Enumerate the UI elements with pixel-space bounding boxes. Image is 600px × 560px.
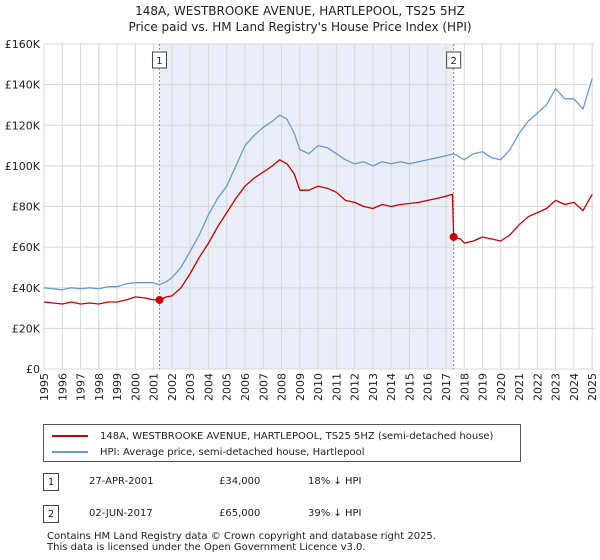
sale-number-badge: 2	[43, 505, 59, 523]
sale-number-badge: 1	[43, 473, 59, 491]
x-tick-label: 2001	[148, 373, 161, 401]
x-tick-label: 2021	[513, 373, 526, 401]
x-tick-label: 2018	[458, 373, 471, 401]
sale-price: £65,000	[219, 508, 261, 519]
x-tick-label: 2006	[239, 373, 252, 401]
x-tick-label: 2005	[221, 373, 234, 401]
x-tick-label: 2000	[129, 373, 142, 401]
x-tick-label: 2022	[531, 373, 544, 401]
x-tick-label: 2010	[312, 373, 325, 401]
chart-legend: 148A, WESTBROOKE AVENUE, HARTLEPOOL, TS2…	[43, 424, 521, 462]
y-tick-label: £60K	[12, 241, 41, 254]
sale-hpi-difference: 39% ↓ HPI	[308, 508, 362, 519]
sale-point	[155, 295, 164, 304]
sale-marker-box	[446, 51, 462, 69]
footer-attribution: Contains HM Land Registry data © Crown c…	[47, 531, 436, 553]
x-tick-label: 1996	[56, 373, 69, 401]
legend-swatch-property	[52, 435, 88, 437]
y-tick-label: £80K	[12, 201, 41, 214]
y-tick-label: £160K	[5, 38, 41, 51]
sale-marker-label: 1	[156, 56, 162, 67]
x-tick-label: 2008	[276, 373, 289, 401]
x-tick-label: 2003	[184, 373, 197, 401]
x-tick-label: 2014	[385, 373, 398, 401]
y-tick-label: £120K	[5, 119, 41, 132]
x-tick-label: 2020	[495, 373, 508, 401]
sale-marker-box	[151, 51, 167, 69]
x-tick-label: 2024	[568, 373, 581, 401]
legend-label-property: 148A, WESTBROOKE AVENUE, HARTLEPOOL, TS2…	[100, 430, 494, 442]
legend-label-hpi: HPI: Average price, semi-detached house,…	[100, 446, 365, 458]
x-tick-label: 2016	[422, 373, 435, 401]
footer-copyright: Contains HM Land Registry data © Crown c…	[47, 531, 436, 542]
sale-price: £34,000	[219, 476, 261, 487]
x-tick-label: 2002	[166, 373, 179, 401]
y-tick-label: £40K	[12, 282, 41, 295]
legend-item-property: 148A, WESTBROOKE AVENUE, HARTLEPOOL, TS2…	[52, 428, 493, 444]
series-line-hpi	[43, 78, 593, 291]
legend-item-hpi: HPI: Average price, semi-detached house,…	[52, 444, 365, 460]
x-tick-label: 2019	[477, 373, 490, 401]
sale-hpi-difference: 18% ↓ HPI	[308, 476, 362, 487]
x-tick-label: 2015	[403, 373, 416, 401]
x-tick-label: 1999	[111, 373, 124, 401]
x-tick-label: 2025	[586, 373, 599, 401]
y-tick-label: £100K	[5, 160, 41, 173]
x-tick-label: 1995	[38, 373, 51, 401]
sale-point	[449, 232, 458, 241]
chart-title: 148A, WESTBROOKE AVENUE, HARTLEPOOL, TS2…	[135, 4, 465, 18]
footer-licence: This data is licensed under the Open Gov…	[47, 542, 366, 553]
x-tick-label: 2011	[330, 373, 343, 401]
sale-marker-label: 2	[450, 56, 456, 67]
x-tick-label: 2007	[257, 373, 270, 401]
x-tick-label: 2009	[294, 373, 307, 401]
y-tick-label: £20K	[12, 322, 41, 335]
series-line-property	[43, 159, 593, 305]
x-tick-label: 1997	[75, 373, 88, 401]
x-tick-label: 2013	[367, 373, 380, 401]
x-tick-label: 2012	[349, 373, 362, 401]
y-tick-label: £0	[26, 363, 40, 376]
y-tick-label: £140K	[5, 79, 41, 92]
sale-row: 2 02-JUN-2017 £65,000 39% ↓ HPI	[43, 505, 443, 525]
x-tick-label: 2023	[550, 373, 563, 401]
legend-swatch-hpi	[52, 451, 88, 453]
sale-date: 27-APR-2001	[89, 476, 154, 487]
x-tick-label: 2017	[440, 373, 453, 401]
chart-subtitle: Price paid vs. HM Land Registry's House …	[128, 20, 472, 34]
price-chart: £0 £20K £40K £60K £80K £100K £120K £140K £160K 1…	[5, 38, 599, 401]
x-tick-label: 2004	[202, 373, 215, 401]
x-tick-label: 1998	[93, 373, 106, 401]
sale-row: 1 27-APR-2001 £34,000 18% ↓ HPI	[43, 473, 443, 493]
sale-date: 02-JUN-2017	[89, 508, 153, 519]
